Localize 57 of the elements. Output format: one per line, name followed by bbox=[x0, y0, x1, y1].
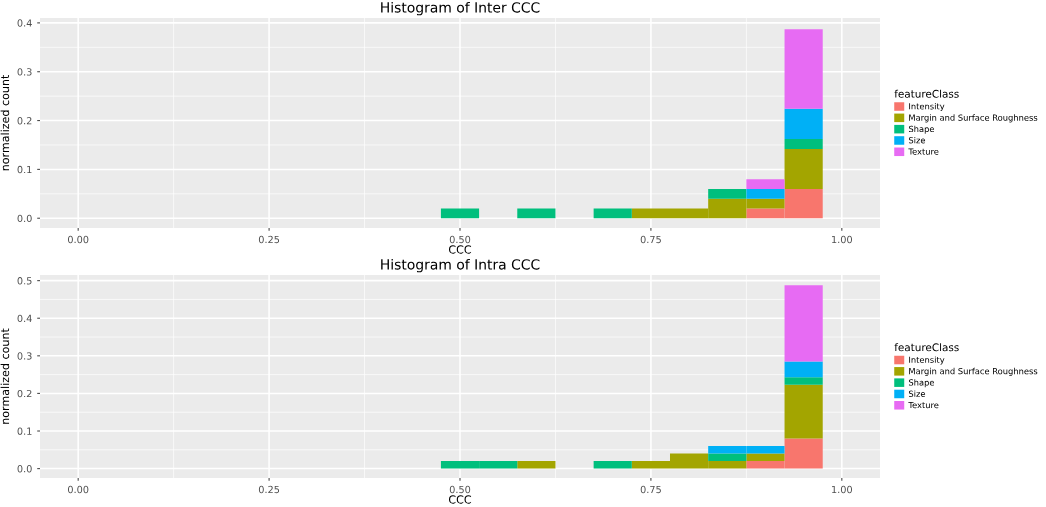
y-tick-label: 0.4 bbox=[17, 19, 32, 27]
x-axis-title: CCC bbox=[448, 495, 472, 504]
bar bbox=[708, 453, 747, 462]
bar bbox=[784, 139, 823, 149]
y-tick-label: 0.0 bbox=[17, 465, 32, 473]
bar bbox=[708, 188, 747, 199]
bar bbox=[746, 453, 785, 462]
legend-label: Shape bbox=[908, 379, 935, 388]
bar bbox=[784, 29, 823, 109]
bar bbox=[784, 361, 823, 378]
y-tick-label: 0.0 bbox=[17, 214, 32, 223]
y-tick-label: 0.3 bbox=[17, 352, 32, 360]
y-axis-title: normalized count bbox=[0, 328, 10, 424]
legend-title: featureClass bbox=[894, 343, 959, 352]
y-tick-label: 0.5 bbox=[17, 277, 32, 285]
legend-title: featureClass bbox=[894, 89, 959, 98]
x-tick-label: 0.75 bbox=[640, 235, 661, 244]
bar bbox=[517, 461, 556, 469]
bar bbox=[784, 384, 823, 439]
x-tick-label: 0.25 bbox=[258, 235, 280, 244]
x-tick-label: 0.00 bbox=[68, 235, 89, 244]
bar bbox=[517, 208, 556, 219]
y-tick-label: 0.2 bbox=[17, 117, 32, 125]
x-tick-label: 0.00 bbox=[68, 485, 89, 494]
x-tick-label: 0.75 bbox=[640, 485, 661, 494]
legend-label: Texture bbox=[908, 402, 939, 409]
chart-title: Histogram of Inter CCC bbox=[381, 1, 540, 16]
legend-label: Intensity bbox=[909, 103, 945, 112]
x-tick-label: 0.50 bbox=[449, 485, 471, 494]
legend-label: Margin and Surface Roughness bbox=[909, 114, 1038, 123]
legend-label: Intensity bbox=[909, 356, 945, 365]
bar bbox=[746, 188, 785, 199]
x-tick-label: 1.00 bbox=[832, 235, 852, 244]
bar bbox=[784, 285, 823, 362]
y-tick-label: 0.3 bbox=[17, 68, 32, 76]
x-tick-label: 0.50 bbox=[449, 235, 471, 244]
bar bbox=[784, 148, 823, 189]
bar bbox=[440, 208, 480, 219]
bar bbox=[593, 461, 632, 469]
bar bbox=[593, 208, 632, 219]
y-axis-title: normalized count bbox=[0, 74, 10, 171]
bar bbox=[784, 377, 823, 385]
legend-label: Margin and Surface Roughness bbox=[909, 367, 1038, 376]
y-tick-label: 0.4 bbox=[17, 314, 32, 323]
x-axis-title: CCC bbox=[448, 245, 472, 254]
y-tick-label: 0.1 bbox=[17, 427, 32, 435]
legend-label: Size bbox=[908, 136, 926, 144]
x-tick-label: 1.00 bbox=[832, 485, 852, 494]
y-tick-label: 0.2 bbox=[17, 389, 32, 398]
legend-label: Texture bbox=[908, 148, 939, 155]
legend-label: Shape bbox=[908, 125, 935, 134]
chart-title: Histogram of Intra CCC bbox=[381, 258, 540, 273]
y-tick-label: 0.1 bbox=[17, 165, 32, 174]
bar bbox=[784, 108, 823, 140]
bar bbox=[746, 179, 785, 189]
legend-label: Size bbox=[908, 390, 926, 397]
x-tick-label: 0.25 bbox=[258, 485, 280, 494]
